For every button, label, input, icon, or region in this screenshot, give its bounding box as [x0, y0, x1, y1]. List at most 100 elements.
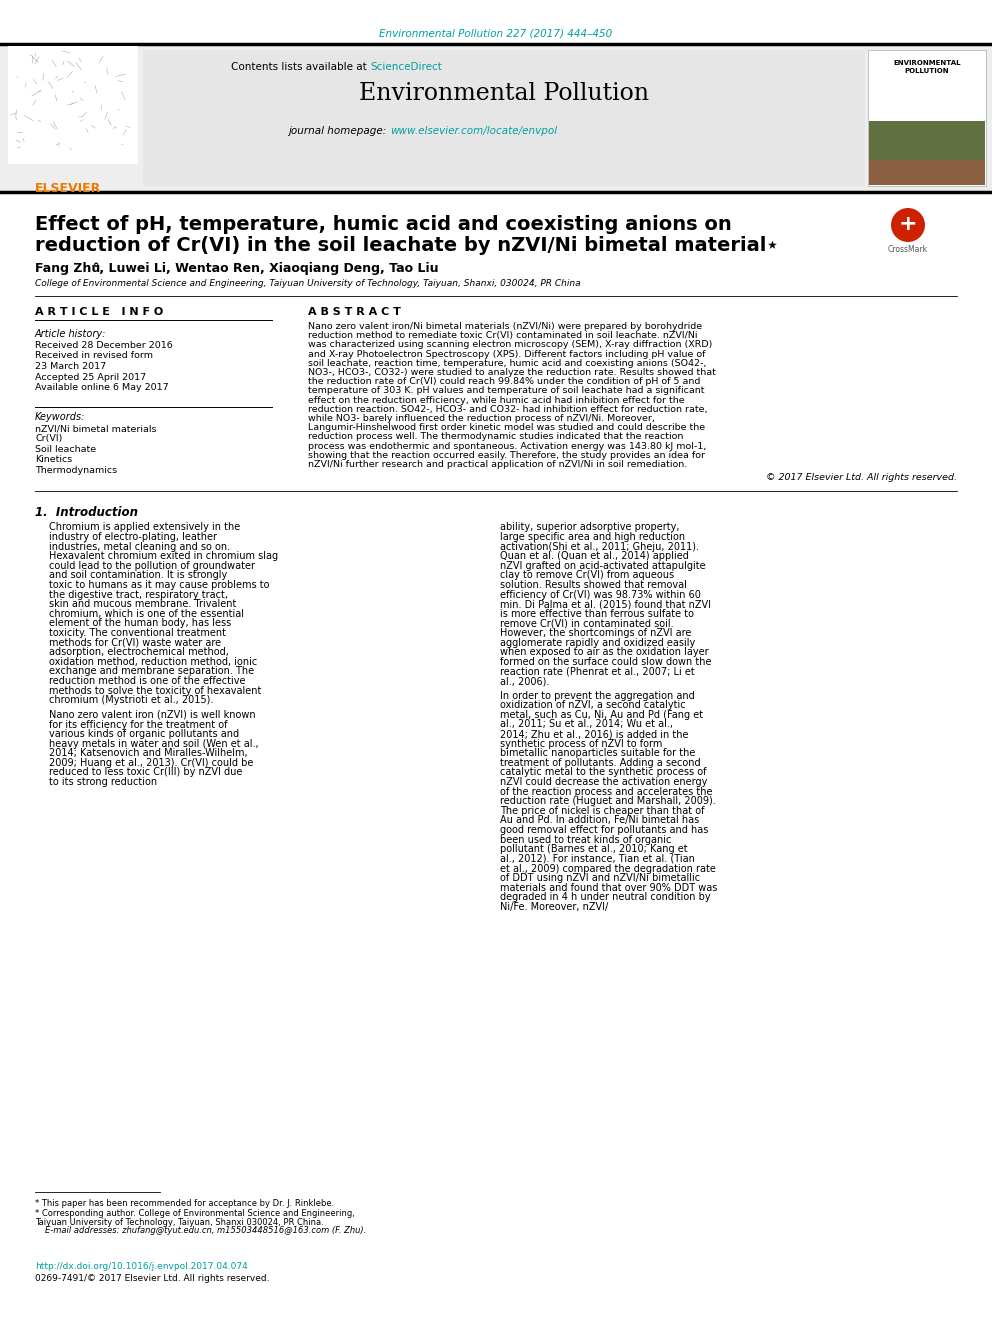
Text: soil leachate, reaction time, temperature, humic acid and coexisting anions (SO4: soil leachate, reaction time, temperatur… — [308, 359, 706, 368]
Text: and X-ray Photoelectron Spectroscopy (XPS). Different factors including pH value: and X-ray Photoelectron Spectroscopy (XP… — [308, 349, 705, 359]
Text: 1.  Introduction: 1. Introduction — [35, 507, 138, 520]
Text: the digestive tract, respiratory tract,: the digestive tract, respiratory tract, — [49, 590, 228, 599]
Text: ELSEVIER: ELSEVIER — [35, 183, 101, 194]
Text: Keywords:: Keywords: — [35, 411, 85, 422]
Text: of the reaction process and accelerates the: of the reaction process and accelerates … — [500, 787, 712, 796]
Text: reduction method is one of the effective: reduction method is one of the effective — [49, 676, 245, 687]
Text: formed on the surface could slow down the: formed on the surface could slow down th… — [500, 658, 711, 667]
Text: remove Cr(VI) in contaminated soil.: remove Cr(VI) in contaminated soil. — [500, 618, 674, 628]
Text: element of the human body, has less: element of the human body, has less — [49, 618, 231, 628]
Text: al., 2012). For instance, Tian et al. (Tian: al., 2012). For instance, Tian et al. (T… — [500, 853, 694, 864]
Text: Received 28 December 2016: Received 28 December 2016 — [35, 341, 173, 351]
Text: © 2017 Elsevier Ltd. All rights reserved.: © 2017 Elsevier Ltd. All rights reserved… — [766, 474, 957, 482]
Text: skin and mucous membrane. Trivalent: skin and mucous membrane. Trivalent — [49, 599, 236, 610]
Bar — [869, 53, 985, 115]
Text: Environmental Pollution 227 (2017) 444–450: Environmental Pollution 227 (2017) 444–4… — [379, 28, 613, 38]
Text: effect on the reduction efficiency, while humic acid had inhibition effect for t: effect on the reduction efficiency, whil… — [308, 396, 684, 405]
Bar — [143, 50, 865, 187]
Text: oxidization of nZVI, a second catalytic: oxidization of nZVI, a second catalytic — [500, 700, 685, 710]
Text: materials and found that over 90% DDT was: materials and found that over 90% DDT wa… — [500, 882, 717, 893]
Text: Chromium is applied extensively in the: Chromium is applied extensively in the — [49, 523, 240, 532]
Text: College of Environmental Science and Engineering, Taiyuan University of Technolo: College of Environmental Science and Eng… — [35, 279, 580, 288]
Text: +: + — [899, 214, 918, 234]
Text: Effect of pH, temperature, humic acid and coexisting anions on: Effect of pH, temperature, humic acid an… — [35, 216, 732, 234]
Text: adsorption, electrochemical method,: adsorption, electrochemical method, — [49, 647, 229, 658]
Text: reduction rate (Huguet and Marshall, 2009).: reduction rate (Huguet and Marshall, 200… — [500, 796, 716, 806]
Text: of DDT using nZVI and nZVI/Ni bimetallic: of DDT using nZVI and nZVI/Ni bimetallic — [500, 873, 700, 882]
Text: treatment of pollutants. Adding a second: treatment of pollutants. Adding a second — [500, 758, 700, 767]
Text: Accepted 25 April 2017: Accepted 25 April 2017 — [35, 373, 146, 381]
Text: Thermodynamics: Thermodynamics — [35, 466, 117, 475]
Text: 23 March 2017: 23 March 2017 — [35, 363, 106, 370]
Text: chromium, which is one of the essential: chromium, which is one of the essential — [49, 609, 244, 619]
Text: nZVI/Ni further research and practical application of nZVI/Ni in soil remediatio: nZVI/Ni further research and practical a… — [308, 460, 687, 468]
Text: oxidation method, reduction method, ionic: oxidation method, reduction method, ioni… — [49, 658, 257, 667]
Text: chromium (Mystrioti et al., 2015).: chromium (Mystrioti et al., 2015). — [49, 696, 213, 705]
Text: activation(Shi et al., 2011; Gheju, 2011).: activation(Shi et al., 2011; Gheju, 2011… — [500, 541, 699, 552]
Text: industry of electro-plating, leather: industry of electro-plating, leather — [49, 532, 217, 542]
Text: * Corresponding author. College of Environmental Science and Engineering,: * Corresponding author. College of Envir… — [35, 1208, 355, 1217]
Text: Nano zero valent iron/Ni bimetal materials (nZVI/Ni) were prepared by borohydrid: Nano zero valent iron/Ni bimetal materia… — [308, 321, 702, 331]
Text: metal, such as Cu, Ni, Au and Pd (Fang et: metal, such as Cu, Ni, Au and Pd (Fang e… — [500, 710, 703, 720]
Text: Soil leachate: Soil leachate — [35, 445, 96, 454]
Text: Cr(VI): Cr(VI) — [35, 434, 62, 443]
Text: www.elsevier.com/locate/envpol: www.elsevier.com/locate/envpol — [390, 126, 558, 136]
Text: was characterized using scanning electron microscopy (SEM), X-ray diffraction (X: was characterized using scanning electro… — [308, 340, 712, 349]
Text: Kinetics: Kinetics — [35, 455, 72, 464]
Text: pollutant (Barnes et al., 2010; Kang et: pollutant (Barnes et al., 2010; Kang et — [500, 844, 687, 855]
Text: Hexavalent chromium exited in chromium slag: Hexavalent chromium exited in chromium s… — [49, 552, 278, 561]
Text: Fang Zhu: Fang Zhu — [35, 262, 100, 275]
Text: showing that the reaction occurred easily. Therefore, the study provides an idea: showing that the reaction occurred easil… — [308, 451, 705, 460]
Text: However, the shortcomings of nZVI are: However, the shortcomings of nZVI are — [500, 628, 691, 638]
Text: methods to solve the toxicity of hexavalent: methods to solve the toxicity of hexaval… — [49, 685, 261, 696]
Text: while NO3- barely influenced the reduction process of nZVI/Ni. Moreover,: while NO3- barely influenced the reducti… — [308, 414, 655, 423]
Text: could lead to the pollution of groundwater: could lead to the pollution of groundwat… — [49, 561, 255, 572]
Text: toxic to humans as it may cause problems to: toxic to humans as it may cause problems… — [49, 579, 270, 590]
Text: catalytic metal to the synthetic process of: catalytic metal to the synthetic process… — [500, 767, 706, 778]
Text: Received in revised form: Received in revised form — [35, 352, 153, 360]
Text: 2014; Zhu et al., 2016) is added in the: 2014; Zhu et al., 2016) is added in the — [500, 729, 688, 740]
Text: 0269-7491/© 2017 Elsevier Ltd. All rights reserved.: 0269-7491/© 2017 Elsevier Ltd. All right… — [35, 1274, 270, 1283]
Text: CrossMark: CrossMark — [888, 245, 929, 254]
Text: is more effective than ferrous sulfate to: is more effective than ferrous sulfate t… — [500, 609, 694, 619]
Text: good removal effect for pollutants and has: good removal effect for pollutants and h… — [500, 826, 708, 835]
Text: In order to prevent the aggregation and: In order to prevent the aggregation and — [500, 691, 694, 701]
Text: Langumir-Hinshelwood first order kinetic model was studied and could describe th: Langumir-Hinshelwood first order kinetic… — [308, 423, 705, 433]
Text: ability, superior adsorptive property,: ability, superior adsorptive property, — [500, 523, 680, 532]
Text: been used to treat kinds of organic: been used to treat kinds of organic — [500, 835, 672, 844]
Text: Environmental Pollution: Environmental Pollution — [359, 82, 649, 105]
Text: reduced to less toxic Cr(III) by nZVI due: reduced to less toxic Cr(III) by nZVI du… — [49, 767, 242, 778]
Bar — [0, 44, 992, 192]
Text: and soil contamination. It is strongly: and soil contamination. It is strongly — [49, 570, 227, 581]
Text: E-mail addresses: zhufang@tyut.edu.cn, m15503448516@163.com (F. Zhu).: E-mail addresses: zhufang@tyut.edu.cn, m… — [45, 1226, 366, 1234]
Text: synthetic process of nZVI to form: synthetic process of nZVI to form — [500, 738, 663, 749]
Circle shape — [891, 208, 925, 242]
Text: Taiyuan University of Technology, Taiyuan, Shanxi 030024, PR China.: Taiyuan University of Technology, Taiyua… — [35, 1218, 323, 1226]
Text: Quan et al. (Quan et al., 2014) applied: Quan et al. (Quan et al., 2014) applied — [500, 552, 688, 561]
Text: process was endothermic and spontaneous. Activation energy was 143.80 kJ mol-1,: process was endothermic and spontaneous.… — [308, 442, 706, 451]
Text: agglomerate rapidly and oxidized easily: agglomerate rapidly and oxidized easily — [500, 638, 695, 648]
Text: nZVI grafted on acid-activated attapulgite: nZVI grafted on acid-activated attapulgi… — [500, 561, 705, 572]
Text: al., 2011; Su et al., 2014; Wu et al.,: al., 2011; Su et al., 2014; Wu et al., — [500, 720, 673, 729]
Text: °, Luwei Li, Wentao Ren, Xiaoqiang Deng, Tao Liu: °, Luwei Li, Wentao Ren, Xiaoqiang Deng,… — [93, 262, 438, 275]
Text: large specific area and high reduction: large specific area and high reduction — [500, 532, 685, 542]
Text: solution. Results showed that removal: solution. Results showed that removal — [500, 579, 686, 590]
Text: http://dx.doi.org/10.1016/j.envpol.2017.04.074: http://dx.doi.org/10.1016/j.envpol.2017.… — [35, 1262, 248, 1271]
Text: al., 2006).: al., 2006). — [500, 676, 550, 687]
Text: * This paper has been recommended for acceptance by Dr. J. Rinklebe.: * This paper has been recommended for ac… — [35, 1199, 334, 1208]
Text: journal homepage:: journal homepage: — [289, 126, 390, 136]
Text: Article history:: Article history: — [35, 329, 106, 339]
Text: reduction method to remediate toxic Cr(VI) contaminated in soil leachate. nZVI/N: reduction method to remediate toxic Cr(V… — [308, 331, 697, 340]
Text: nZVI could decrease the activation energy: nZVI could decrease the activation energ… — [500, 777, 707, 787]
Text: ENVIRONMENTAL
POLLUTION: ENVIRONMENTAL POLLUTION — [893, 60, 960, 74]
Text: bimetallic nanoparticles suitable for the: bimetallic nanoparticles suitable for th… — [500, 749, 695, 758]
Text: reaction rate (Phenrat et al., 2007; Li et: reaction rate (Phenrat et al., 2007; Li … — [500, 667, 694, 676]
Text: heavy metals in water and soil (Wen et al.,: heavy metals in water and soil (Wen et a… — [49, 738, 259, 749]
Text: reduction reaction. SO42-, HCO3- and CO32- had inhibition effect for reduction r: reduction reaction. SO42-, HCO3- and CO3… — [308, 405, 707, 414]
Text: exchange and membrane separation. The: exchange and membrane separation. The — [49, 667, 254, 676]
Text: methods for Cr(VI) waste water are: methods for Cr(VI) waste water are — [49, 638, 221, 648]
Text: NO3-, HCO3-, CO32-) were studied to analyze the reduction rate. Results showed t: NO3-, HCO3-, CO32-) were studied to anal… — [308, 368, 716, 377]
Text: Nano zero valent iron (nZVI) is well known: Nano zero valent iron (nZVI) is well kno… — [49, 710, 256, 720]
Text: when exposed to air as the oxidation layer: when exposed to air as the oxidation lay… — [500, 647, 708, 658]
Text: reduction process well. The thermodynamic studies indicated that the reaction: reduction process well. The thermodynami… — [308, 433, 683, 442]
